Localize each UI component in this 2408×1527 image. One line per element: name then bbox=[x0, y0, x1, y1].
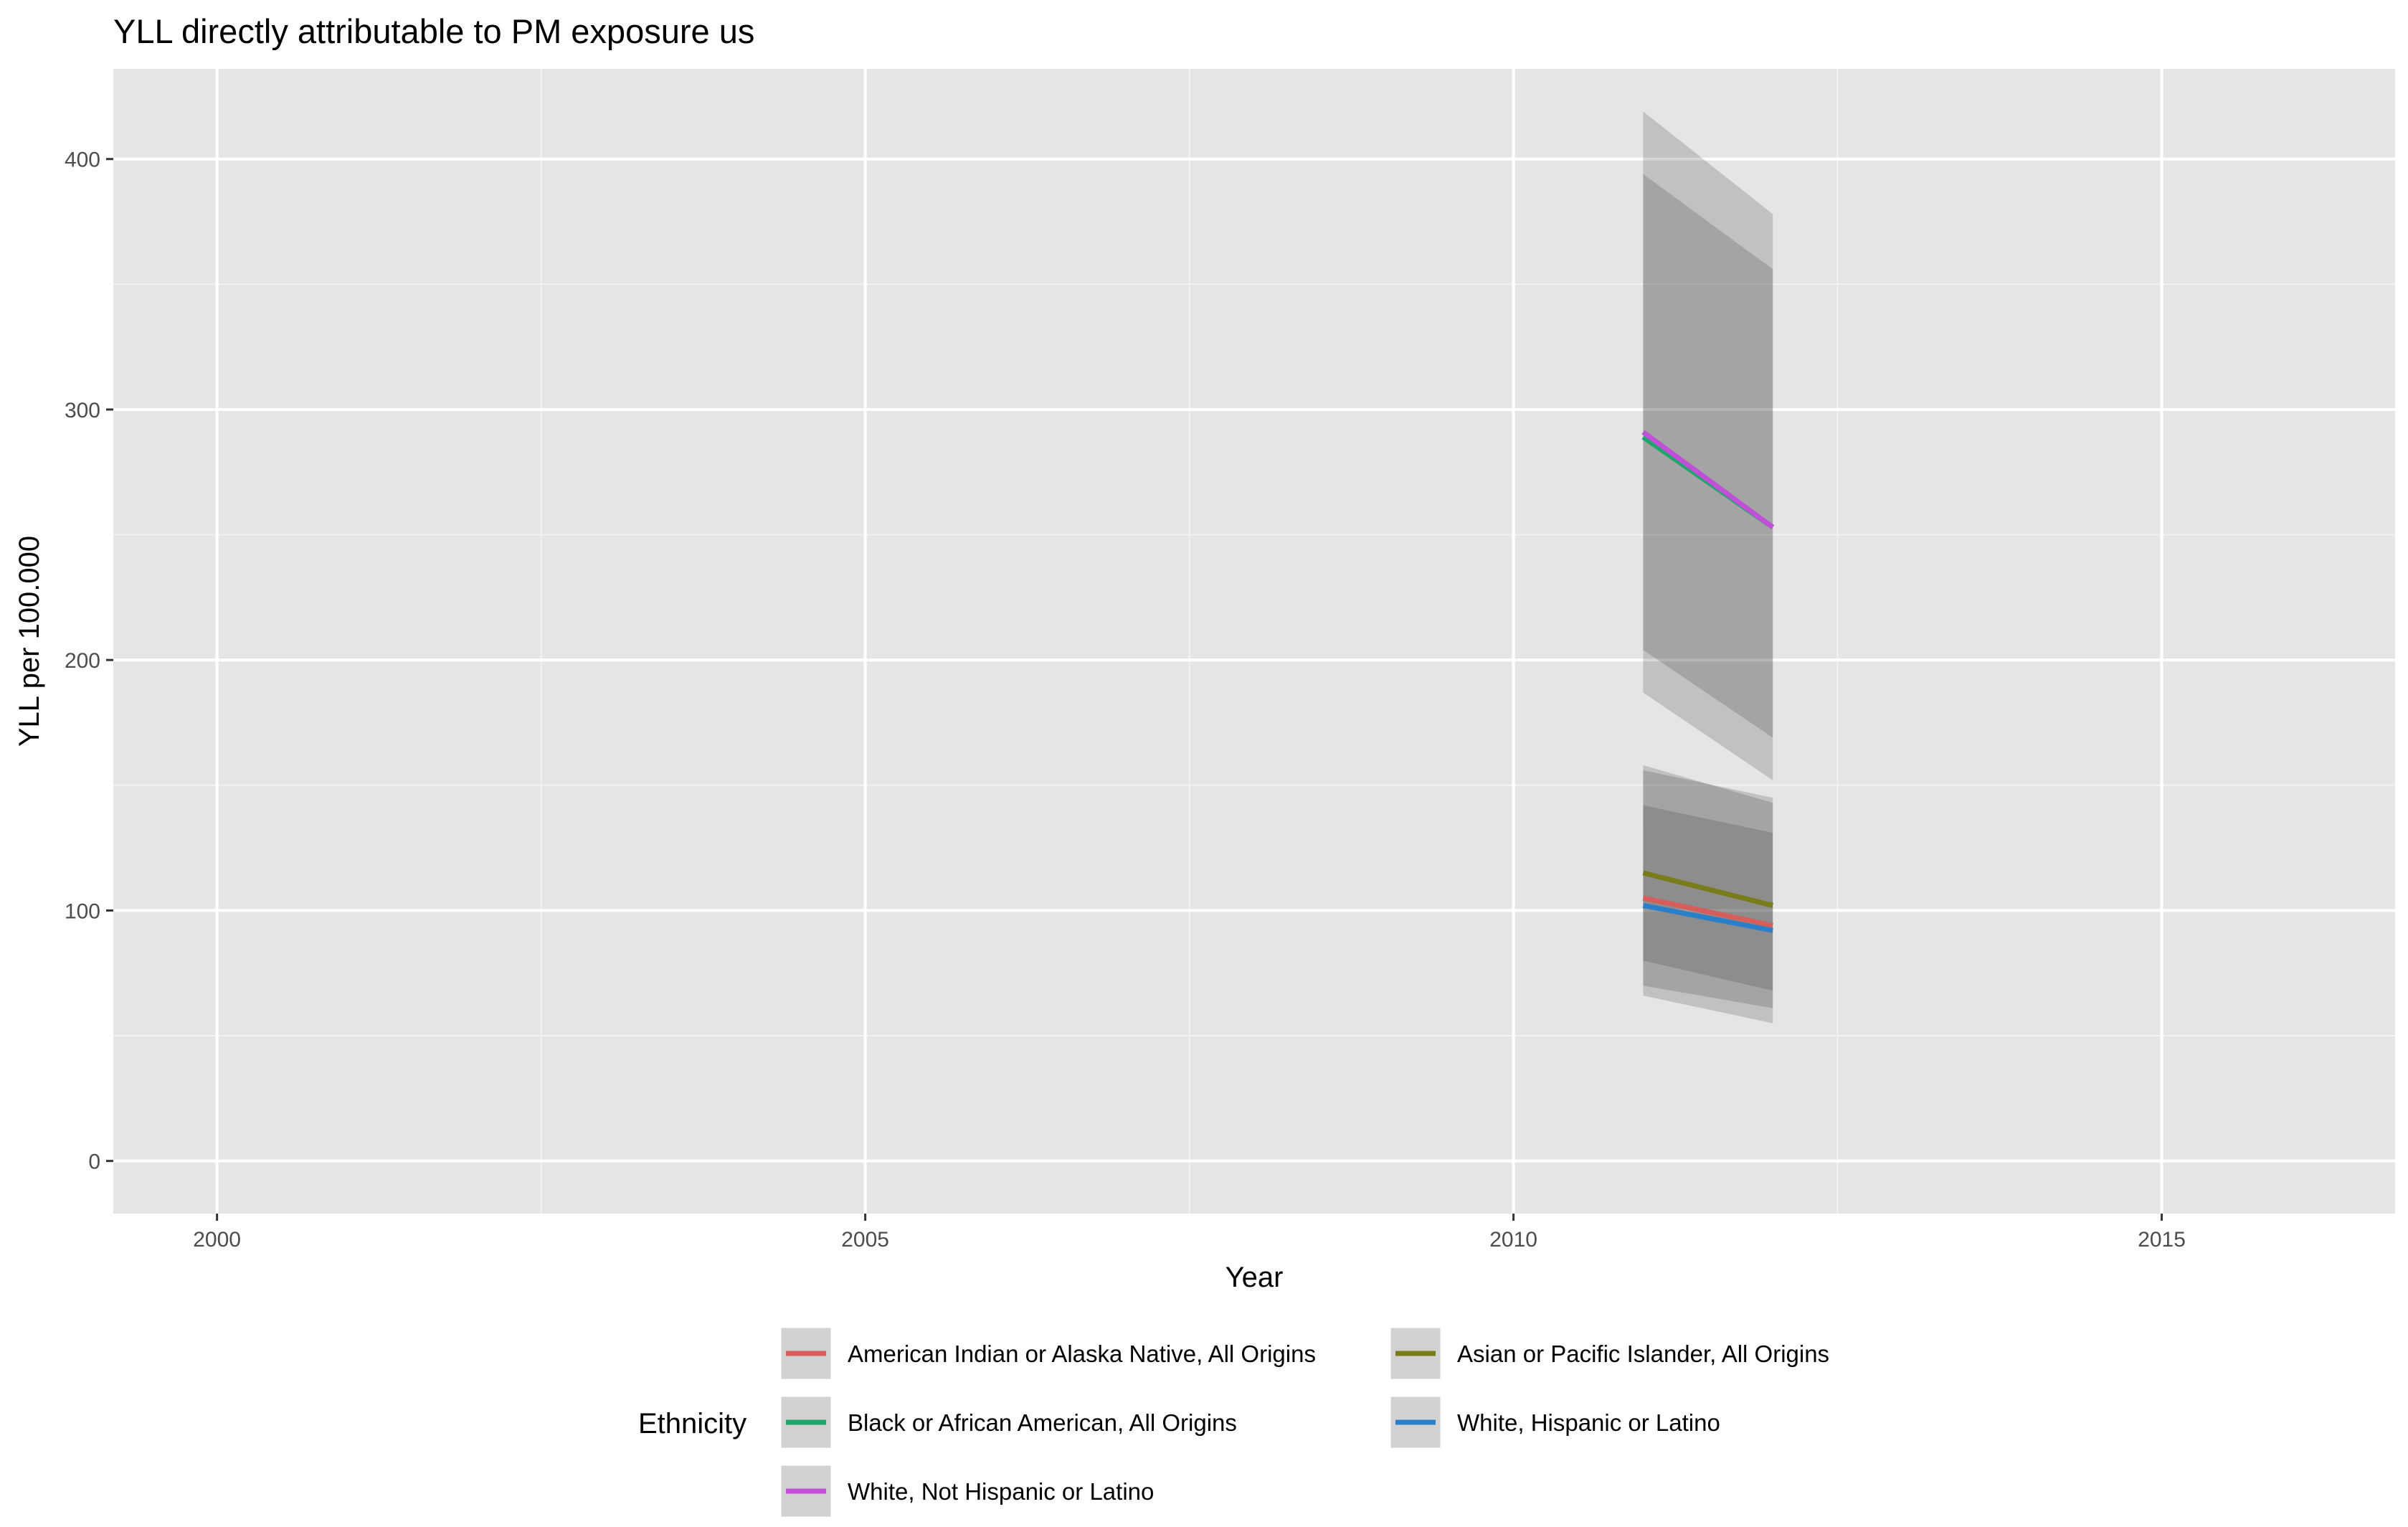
major-gridlines bbox=[113, 69, 2395, 1214]
legend-item-white-not-hispanic-or-latino: White, Not Hispanic or Latino bbox=[779, 1463, 1154, 1519]
ribbon-white-hispanic-or-latino bbox=[1643, 770, 1773, 1023]
x-tick-label: 2015 bbox=[2138, 1228, 2186, 1252]
y-axis-title: YLL per 100.000 bbox=[14, 536, 45, 747]
legend-item-black-or-african-american-all-origins: Black or African American, All Origins bbox=[779, 1394, 1237, 1450]
legend-item-white-hispanic-or-latino: White, Hispanic or Latino bbox=[1388, 1394, 1720, 1450]
legend-label: Black or African American, All Origins bbox=[848, 1409, 1237, 1436]
x-axis-title: Year bbox=[1226, 1262, 1284, 1293]
ribbon-asian-or-pacific-islander-all-origins bbox=[1643, 765, 1773, 991]
legend-item-american-indian-or-alaska-native-all-origins: American Indian or Alaska Native, All Or… bbox=[779, 1325, 1316, 1381]
ribbon-american-indian-or-alaska-native-all-origins bbox=[1643, 805, 1773, 1008]
confidence-ribbons bbox=[1643, 111, 1773, 1023]
y-tick-label: 0 bbox=[88, 1150, 100, 1174]
x-axis-ticks: 2000 2005 2010 2015 bbox=[193, 1214, 2186, 1252]
legend-label: White, Not Hispanic or Latino bbox=[848, 1478, 1154, 1505]
legend-item-asian-or-pacific-islander-all-origins: Asian or Pacific Islander, All Origins bbox=[1388, 1325, 1829, 1381]
minor-gridlines bbox=[113, 69, 2395, 1214]
y-tick-label: 200 bbox=[65, 649, 100, 673]
y-tick-label: 100 bbox=[65, 899, 100, 923]
line-american-indian-or-alaska-native-all-origins bbox=[1642, 895, 1773, 928]
ribbon-white-not-hispanic-or-latino bbox=[1643, 111, 1773, 738]
chart-title: YLL directly attributable to PM exposure… bbox=[113, 12, 754, 50]
legend: Ethnicity American Indian or Alaska Nati… bbox=[638, 1325, 1829, 1519]
y-axis-ticks: 0 100 200 300 400 bbox=[65, 148, 113, 1174]
line-white-not-hispanic-or-latino bbox=[1641, 430, 1775, 529]
x-tick-label: 2005 bbox=[841, 1228, 889, 1252]
line-asian-or-pacific-islander-all-origins bbox=[1642, 870, 1774, 908]
y-tick-label: 400 bbox=[65, 148, 100, 172]
y-tick-label: 300 bbox=[65, 399, 100, 422]
plot-panel bbox=[113, 69, 2395, 1214]
legend-label: American Indian or Alaska Native, All Or… bbox=[848, 1341, 1316, 1367]
x-tick-label: 2000 bbox=[193, 1228, 241, 1252]
legend-title: Ethnicity bbox=[638, 1408, 746, 1439]
line-white-hispanic-or-latino bbox=[1642, 903, 1773, 933]
x-tick-label: 2010 bbox=[1489, 1228, 1537, 1252]
legend-label: Asian or Pacific Islander, All Origins bbox=[1457, 1341, 1829, 1367]
legend-items: American Indian or Alaska Native, All Or… bbox=[779, 1325, 1829, 1519]
series-lines bbox=[1641, 430, 1775, 933]
legend-label: White, Hispanic or Latino bbox=[1457, 1409, 1720, 1436]
